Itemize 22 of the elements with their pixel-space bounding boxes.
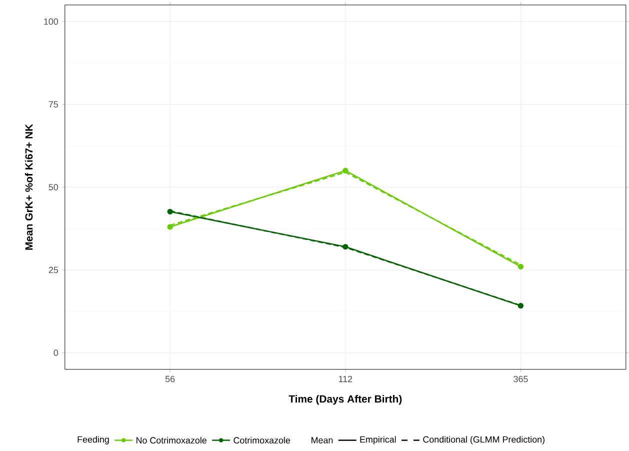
x-tick-label: 365 [514, 376, 528, 382]
legend-label: Cotrimoxazole [234, 436, 290, 444]
y-tick-label: 75 [48, 101, 58, 108]
text: Mean [312, 437, 333, 444]
point [342, 244, 348, 250]
legend-label: No Cotrimoxazole [136, 436, 206, 444]
point [518, 264, 524, 270]
point [342, 168, 348, 174]
y-tick-label: 100 [44, 18, 58, 25]
y-tick-label: 25 [48, 266, 58, 274]
y-tick-label: 50 [48, 184, 58, 190]
point [167, 208, 173, 214]
x-tick-label: 56 [165, 376, 175, 382]
legend-title: Feeding [78, 436, 109, 444]
x-axis-title: Time (Days After Birth) [288, 394, 402, 405]
text: Empirical [360, 436, 396, 444]
y-axis-title: Mean GrK+ %of Ki67+ NK [24, 124, 33, 250]
point [518, 302, 524, 308]
point [167, 224, 173, 230]
y-tick-label: 0 [54, 350, 58, 356]
text: Conditional (GLMM Prediction) [423, 436, 544, 444]
x-tick-label: 112 [338, 376, 352, 382]
